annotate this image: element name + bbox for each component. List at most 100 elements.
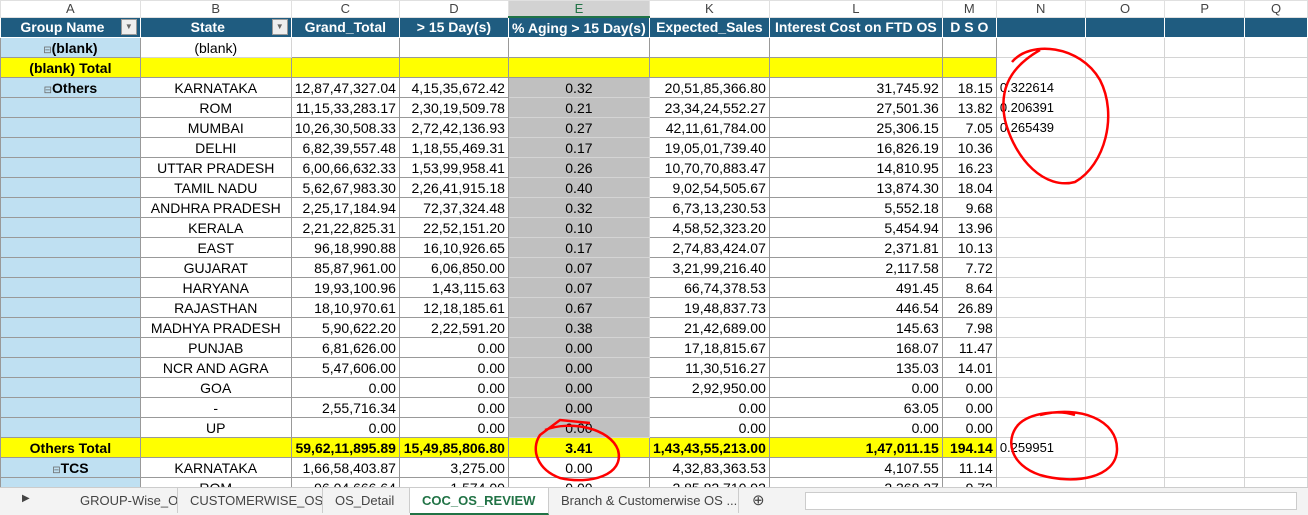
scroll-tabs-right-icon[interactable]: ▶ — [22, 493, 30, 504]
empty-cell[interactable] — [1164, 57, 1246, 78]
interest-cost-cell[interactable]: 2,371.81 — [768, 237, 943, 258]
interest-cost-cell[interactable]: 491.45 — [768, 277, 943, 298]
state-cell[interactable]: ROM — [139, 97, 292, 118]
expected-sales-cell[interactable]: 42,11,61,784.00 — [648, 117, 770, 138]
grand-total-cell[interactable]: 5,90,622.20 — [290, 317, 400, 338]
note-cell[interactable] — [995, 417, 1086, 438]
grand-total-cell[interactable]: 18,10,970.61 — [290, 297, 400, 318]
over-15-cell[interactable]: 0.00 — [398, 337, 509, 358]
empty-cell[interactable] — [1244, 337, 1308, 358]
grand-total-cell[interactable]: 2,21,22,825.31 — [290, 217, 400, 238]
expected-sales-cell[interactable]: 0.00 — [648, 397, 770, 418]
column-header-o[interactable]: O — [1084, 0, 1166, 18]
total-value-cell[interactable]: 15,49,85,806.80 — [398, 437, 509, 458]
group-cell[interactable] — [0, 317, 141, 338]
empty-cell[interactable] — [1244, 417, 1308, 438]
group-cell[interactable] — [0, 97, 141, 118]
grand-total-cell[interactable]: 85,87,961.00 — [290, 257, 400, 278]
aging-cell[interactable]: 0.21 — [507, 97, 650, 118]
interest-cost-cell[interactable]: 2,117.58 — [768, 257, 943, 278]
empty-cell[interactable] — [1164, 317, 1246, 338]
empty-cell[interactable] — [1244, 257, 1308, 278]
state-cell[interactable]: PUNJAB — [139, 337, 292, 358]
value-cell[interactable] — [941, 57, 997, 78]
empty-cell[interactable] — [1244, 137, 1308, 158]
aging-cell[interactable]: 0.00 — [507, 417, 650, 438]
header-grand-total[interactable]: Grand_Total — [290, 16, 400, 38]
aging-cell[interactable]: 0.67 — [507, 297, 650, 318]
empty-cell[interactable] — [1244, 377, 1308, 398]
over-15-cell[interactable]: 2,26,41,915.18 — [398, 177, 509, 198]
interest-cost-cell[interactable]: 0.00 — [768, 377, 943, 398]
empty-cell[interactable] — [1244, 277, 1308, 298]
note-cell[interactable] — [995, 257, 1086, 278]
aging-cell[interactable]: 0.00 — [507, 397, 650, 418]
empty-cell[interactable] — [1084, 277, 1166, 298]
header-state[interactable]: State ▼ — [139, 16, 292, 38]
value-cell[interactable] — [139, 57, 292, 78]
empty-cell[interactable] — [1244, 37, 1308, 58]
grand-total-cell[interactable]: 2,55,716.34 — [290, 397, 400, 418]
empty-cell[interactable] — [1244, 317, 1308, 338]
group-cell[interactable] — [0, 417, 141, 438]
sheet-tab[interactable]: COC_OS_REVIEW — [410, 488, 549, 515]
value-cell[interactable] — [398, 57, 509, 78]
aging-cell[interactable]: 0.27 — [507, 117, 650, 138]
sheet-tab[interactable]: Branch & Customerwise OS ... — [549, 488, 739, 513]
value-cell[interactable] — [648, 37, 770, 58]
grand-total-cell[interactable]: 11,15,33,283.17 — [290, 97, 400, 118]
state-cell[interactable]: HARYANA — [139, 277, 292, 298]
state-cell[interactable]: GOA — [139, 377, 292, 398]
empty-cell[interactable] — [1084, 257, 1166, 278]
expected-sales-cell[interactable]: 9,02,54,505.67 — [648, 177, 770, 198]
note-cell[interactable]: 0.259951 — [995, 437, 1086, 458]
interest-cost-cell[interactable]: 135.03 — [768, 357, 943, 378]
dso-cell[interactable]: 10.36 — [941, 137, 997, 158]
dso-cell[interactable]: 8.64 — [941, 277, 997, 298]
aging-cell[interactable]: 0.38 — [507, 317, 650, 338]
note-cell[interactable] — [995, 217, 1086, 238]
expected-sales-cell[interactable]: 19,48,837.73 — [648, 297, 770, 318]
dso-cell[interactable]: 13.82 — [941, 97, 997, 118]
over-15-cell[interactable]: 6,06,850.00 — [398, 257, 509, 278]
value-cell[interactable] — [398, 37, 509, 58]
empty-cell[interactable] — [1244, 97, 1308, 118]
interest-cost-cell[interactable]: 0.00 — [768, 417, 943, 438]
column-header-c[interactable]: C — [290, 0, 400, 18]
empty-cell[interactable] — [1164, 137, 1246, 158]
state-cell[interactable]: KERALA — [139, 217, 292, 238]
over-15-cell[interactable]: 2,30,19,509.78 — [398, 97, 509, 118]
column-header-p[interactable]: P — [1164, 0, 1246, 18]
note-cell[interactable] — [995, 277, 1086, 298]
column-header-e[interactable]: E — [507, 0, 650, 18]
empty-cell[interactable] — [995, 37, 1086, 58]
empty-cell[interactable] — [1244, 117, 1308, 138]
column-header-k[interactable]: K — [648, 0, 770, 18]
group-cell[interactable] — [0, 117, 141, 138]
empty-cell[interactable] — [1164, 297, 1246, 318]
empty-cell[interactable] — [1084, 457, 1166, 478]
empty-cell[interactable] — [1164, 357, 1246, 378]
over-15-cell[interactable]: 0.00 — [398, 417, 509, 438]
note-cell[interactable] — [995, 317, 1086, 338]
aging-cell[interactable]: 0.07 — [507, 277, 650, 298]
state-cell[interactable]: MADHYA PRADESH — [139, 317, 292, 338]
group-cell[interactable] — [0, 297, 141, 318]
aging-cell[interactable]: 0.17 — [507, 137, 650, 158]
group-cell[interactable] — [0, 157, 141, 178]
value-cell[interactable]: 1,66,58,403.87 — [290, 457, 400, 478]
value-cell[interactable] — [768, 37, 943, 58]
over-15-cell[interactable]: 1,53,99,958.41 — [398, 157, 509, 178]
empty-cell[interactable] — [1244, 77, 1308, 98]
note-cell[interactable]: 0.322614 — [995, 77, 1086, 98]
over-15-cell[interactable]: 16,10,926.65 — [398, 237, 509, 258]
group-cell[interactable] — [0, 337, 141, 358]
interest-cost-cell[interactable]: 63.05 — [768, 397, 943, 418]
aging-cell[interactable]: 0.07 — [507, 257, 650, 278]
empty-cell[interactable] — [1084, 217, 1166, 238]
expected-sales-cell[interactable]: 2,92,950.00 — [648, 377, 770, 398]
state-cell[interactable]: (blank) — [139, 37, 292, 58]
empty-cell[interactable] — [1164, 237, 1246, 258]
note-cell[interactable] — [995, 357, 1086, 378]
aging-cell[interactable]: 0.32 — [507, 77, 650, 98]
